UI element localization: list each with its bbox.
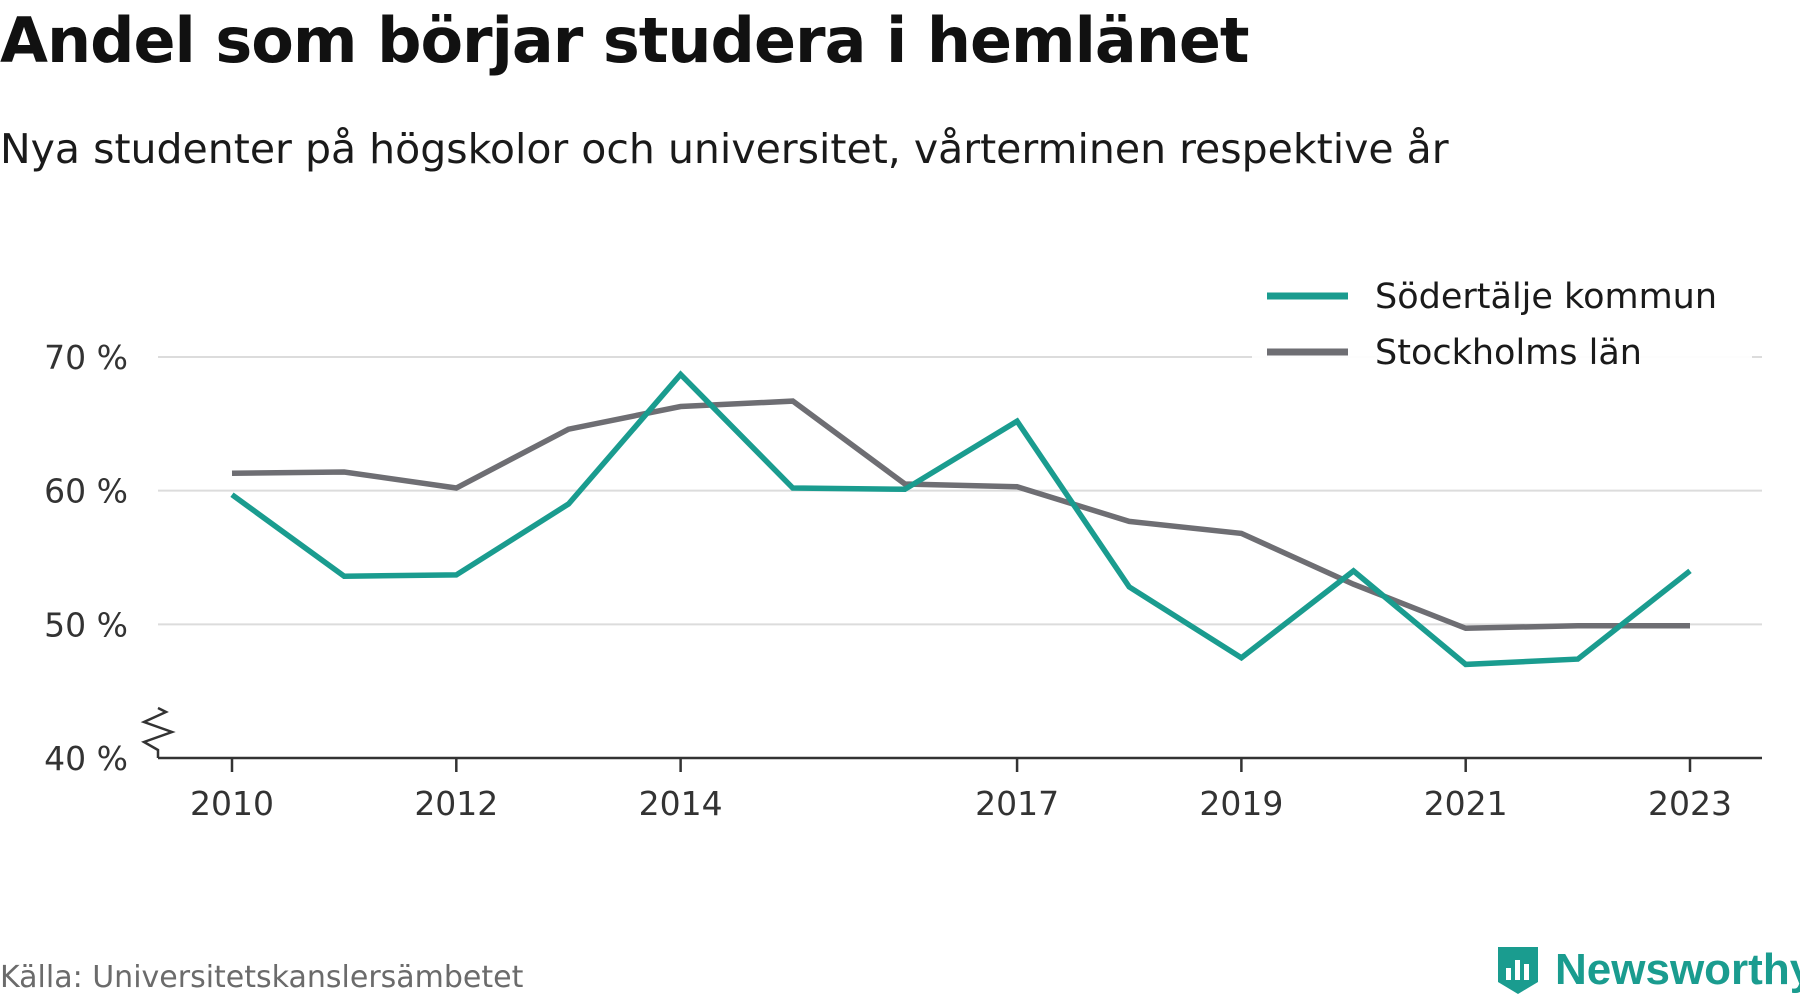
axis-break-icon [140,706,176,758]
gridlines [158,356,1762,626]
x-tick-label: 2012 [414,784,498,823]
brand-name: Newsworthy [1555,945,1800,994]
x-tick-label: 2021 [1424,784,1508,823]
x-tick-label: 2019 [1199,784,1283,823]
source-note: Källa: Universitetskanslersämbetet [0,960,524,995]
y-axis-ticks: 40 % 50 % 60 % 70 % [44,338,128,778]
x-tick-label: 2017 [975,784,1059,823]
bar-chart-shield-icon [1498,947,1538,994]
y-tick-label: 50 % [44,605,128,644]
x-tick-label: 2023 [1648,784,1732,823]
y-tick-label: 70 % [44,338,128,377]
brand-logo: Newsworthy [1495,940,1800,1000]
legend: Södertälje kommun Stockholms län [1252,262,1752,374]
y-tick-label: 60 % [44,472,128,511]
x-axis [140,706,1762,760]
series-line-1 [230,370,1692,668]
x-axis-ticks: 2010 2012 2014 2017 2019 2021 2023 [190,758,1732,823]
chart-title: Andel som börjar studera i hemlänet [0,4,1250,77]
x-tick-label: 2010 [190,784,274,823]
x-tick-label: 2014 [639,784,723,823]
legend-label: Södertälje kommun [1375,277,1717,317]
chart-subtitle: Nya studenter på högskolor och universit… [0,125,1449,173]
y-tick-label: 40 % [44,739,128,778]
legend-label: Stockholms län [1375,333,1642,373]
series-lines [230,370,1692,668]
series-line-2 [231,398,1690,632]
